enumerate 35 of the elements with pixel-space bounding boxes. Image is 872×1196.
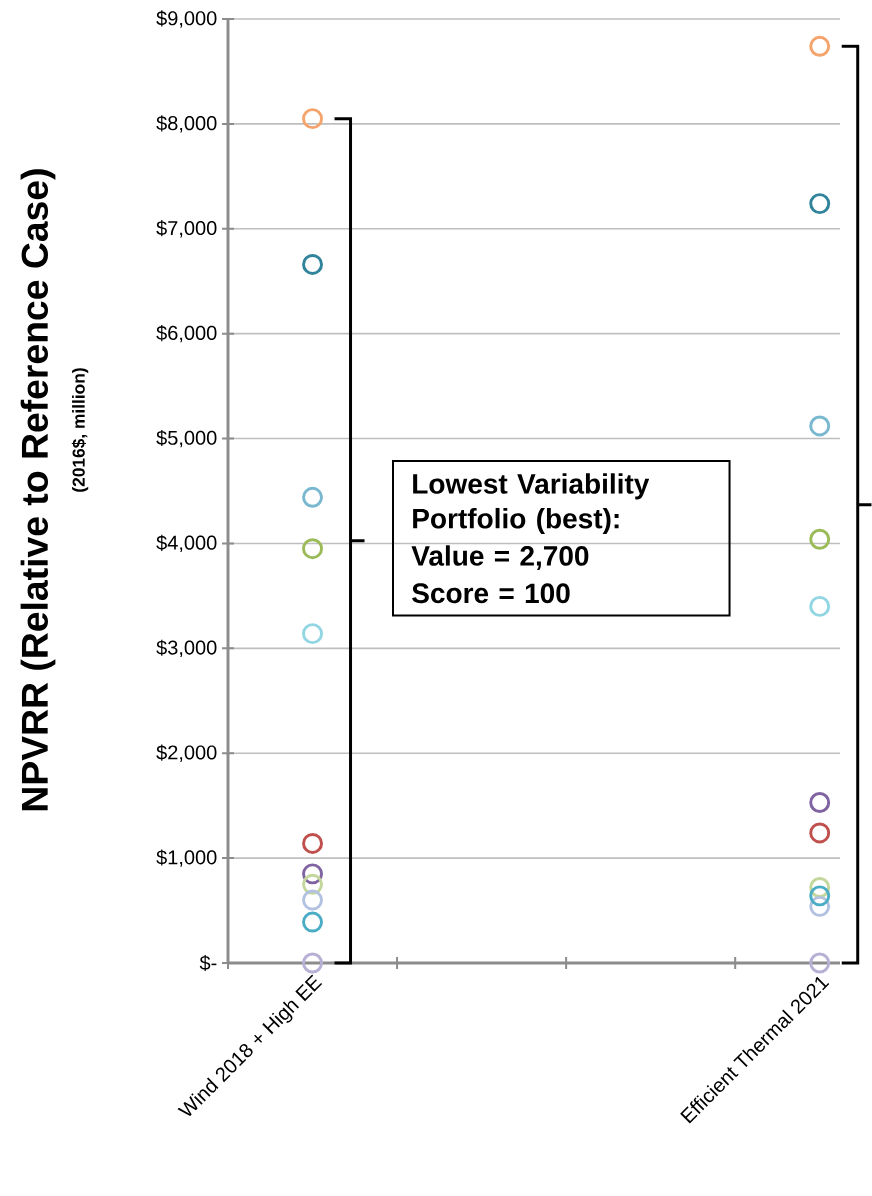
- point: [302, 538, 324, 560]
- annotation: Score = 100: [412, 583, 570, 604]
- point: [302, 486, 324, 508]
- y-tick-label: $3,000: [156, 639, 217, 658]
- point: [302, 911, 324, 933]
- point: [302, 889, 324, 911]
- point: [809, 885, 831, 907]
- point: [302, 832, 324, 854]
- y-tick-label: $2,000: [156, 744, 217, 762]
- y-tick-label: $5,000: [156, 429, 217, 448]
- y-tick-label: $8,000: [156, 115, 217, 133]
- point: [302, 623, 324, 645]
- point: [809, 952, 831, 974]
- y-tick-label: $7,000: [156, 220, 217, 238]
- point: [809, 792, 831, 813]
- point: [302, 952, 324, 974]
- point: [809, 595, 831, 617]
- point: [809, 415, 831, 437]
- point: [809, 193, 831, 215]
- y-tick-label: $9,000: [156, 10, 217, 28]
- point: [302, 253, 324, 275]
- point: [302, 863, 324, 885]
- y-axis-title: NPVRR (Relative to Reference Case): [20, 169, 56, 811]
- y-tick-label: $1,000: [156, 849, 217, 867]
- point: [809, 895, 831, 917]
- point: [809, 822, 831, 844]
- annotation: Lowest Variability Portfolio (best):: [413, 473, 650, 535]
- annotation: Value = 2,700: [411, 545, 589, 570]
- point: [809, 35, 831, 57]
- point: [809, 528, 831, 550]
- point: [302, 108, 324, 130]
- y-tick-label: $-: [199, 954, 217, 972]
- text: (2016$, million): [71, 368, 89, 492]
- y-tick-label: $6,000: [156, 324, 217, 343]
- y-tick-label: $4,000: [156, 534, 217, 553]
